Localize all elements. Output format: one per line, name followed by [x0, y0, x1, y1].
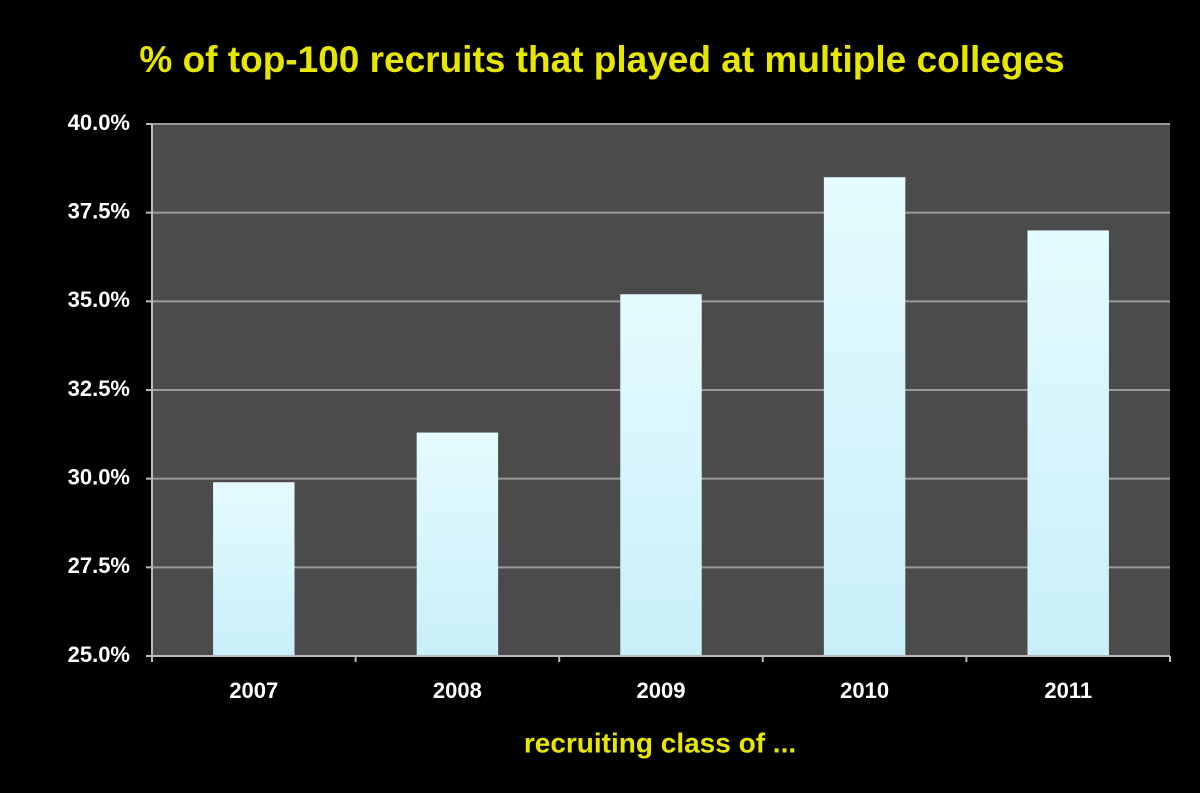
y-tick-label: 35.0%: [68, 287, 130, 312]
bar: [213, 482, 295, 656]
y-tick-label: 30.0%: [68, 464, 130, 489]
x-tick-label: 2010: [840, 678, 889, 703]
bar: [620, 294, 702, 656]
bar: [416, 432, 499, 656]
x-tick-label: 2011: [1044, 678, 1092, 703]
y-tick-label: 40.0%: [68, 110, 130, 135]
chart-title: % of top-100 recruits that played at mul…: [139, 39, 1064, 80]
x-tick-label: 2008: [433, 678, 482, 703]
x-axis-label: recruiting class of ...: [524, 727, 796, 758]
y-tick-label: 25.0%: [68, 642, 130, 667]
y-tick-label: 27.5%: [68, 553, 130, 578]
x-tick-label: 2007: [229, 678, 278, 703]
y-tick-label: 37.5%: [68, 198, 130, 223]
x-tick-label: 2009: [637, 678, 686, 703]
y-tick-label: 32.5%: [68, 376, 130, 401]
bar: [823, 177, 906, 656]
bar: [1027, 230, 1109, 656]
